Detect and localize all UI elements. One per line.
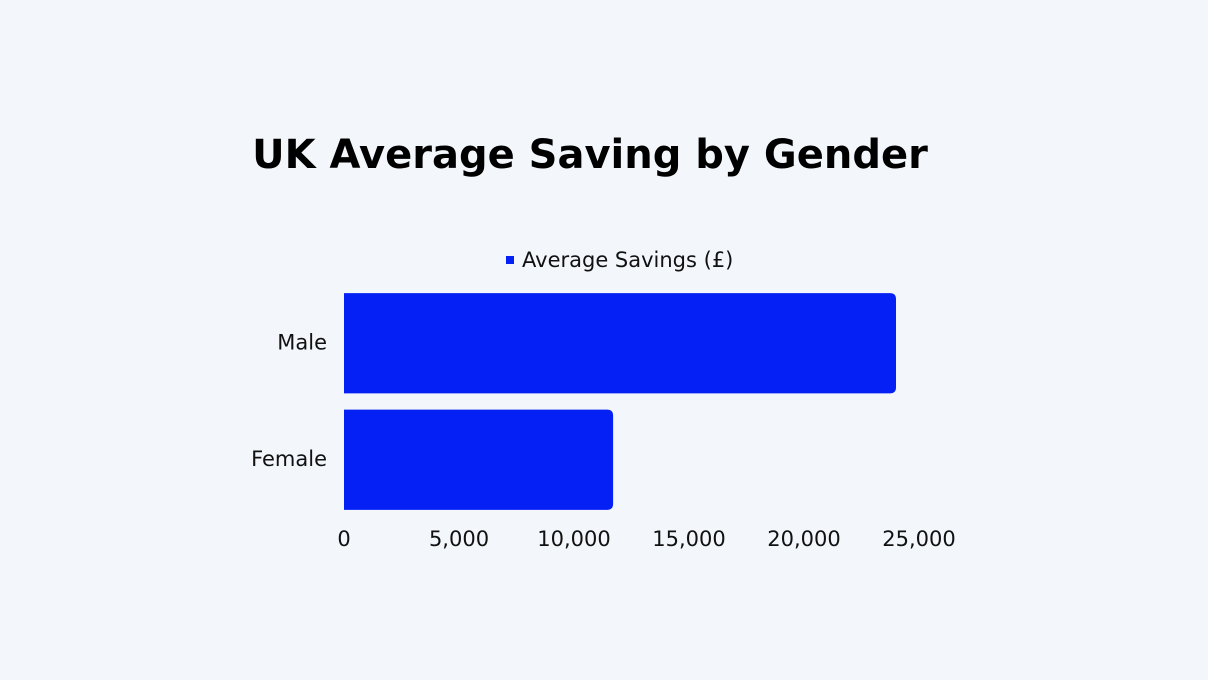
x-tick-label: 0 (337, 527, 350, 551)
x-tick-label: 15,000 (652, 527, 725, 551)
y-tick-label: Female (251, 447, 327, 471)
x-tick-label: 25,000 (882, 527, 955, 551)
x-tick-label: 10,000 (537, 527, 610, 551)
x-tick-label: 5,000 (429, 527, 489, 551)
x-tick-label: 20,000 (767, 527, 840, 551)
chart-title: UK Average Saving by Gender (252, 132, 928, 178)
legend-swatch (506, 256, 514, 264)
bar (344, 409, 614, 510)
bar (344, 293, 896, 394)
legend-label: Average Savings (£) (522, 248, 733, 272)
y-tick-label: Male (277, 330, 327, 354)
